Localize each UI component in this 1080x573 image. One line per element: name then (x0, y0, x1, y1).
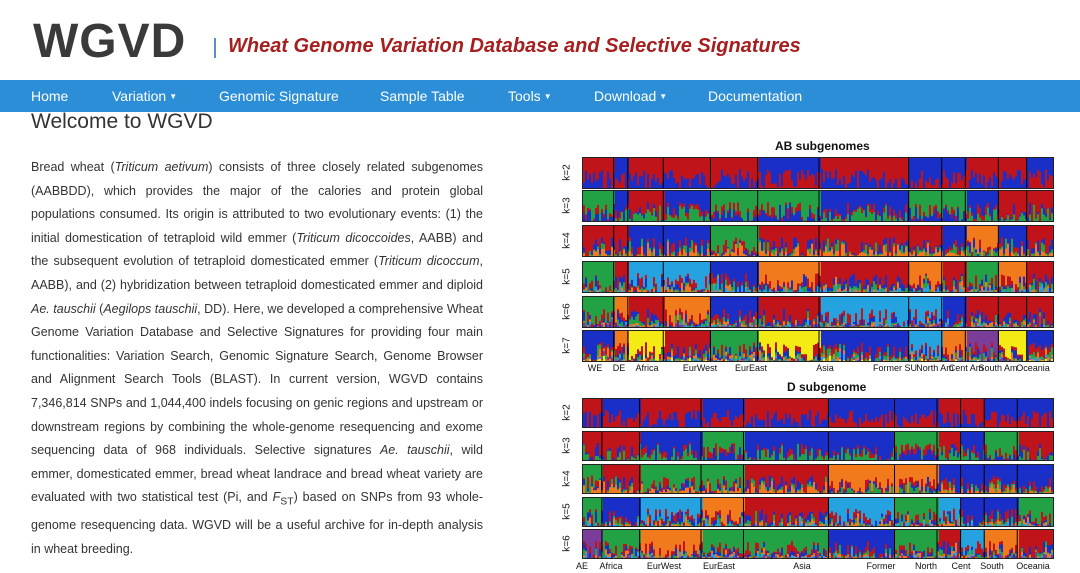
intro-term-fst-sub: ST (280, 496, 294, 508)
site-logo[interactable]: WGVD (33, 15, 187, 68)
nav-sample-table-label: Sample Table (380, 88, 465, 104)
intro-term-dicoccoides: Triticum dicoccoides (296, 230, 411, 245)
intro-term-aegilops-tauschii: Aegilops tauschii (103, 301, 198, 316)
d-region-label: North (914, 561, 937, 571)
ab-panel-k4 (582, 225, 1054, 257)
ab-panel-k7-label: k=7 (561, 337, 573, 354)
d-region-label: South (980, 561, 1004, 571)
ab-region-label: EurEast (734, 363, 767, 373)
caret-down-icon: ▼ (169, 92, 178, 101)
intro-text-1: Bread wheat ( (31, 160, 115, 174)
site-subtitle: Wheat Genome Variation Database and Sele… (228, 35, 801, 57)
d-panel-k3 (582, 431, 1054, 461)
d-panel-k6 (582, 529, 1054, 559)
caret-down-icon: ▼ (543, 92, 552, 101)
d-region-label: Cent (951, 561, 971, 571)
ab-region-label: EurWest (682, 363, 718, 373)
d-panel-k2-label: k=2 (561, 404, 573, 421)
ab-region-label: Asia (816, 363, 834, 373)
nav-variation[interactable]: Variation ▼ (112, 80, 177, 112)
intro-term-dicoccum: Triticum dicoccum (378, 254, 480, 269)
intro-text-2: ) consists of three closely related subg… (31, 160, 483, 245)
intro-term-ae-tauschii-2: Ae. tauschii (379, 443, 450, 458)
caret-down-icon: ▼ (659, 92, 668, 101)
intro-text-5: ( (95, 301, 104, 316)
nav-sample-table[interactable]: Sample Table (380, 80, 465, 112)
logo-divider (214, 38, 216, 58)
intro-term-fst: F (272, 490, 281, 505)
ab-region-label: DE (612, 363, 626, 373)
d-region-label: Asia (793, 561, 811, 571)
intro-text-6: , DD). Here, we developed a comprehensiv… (31, 301, 483, 458)
d-region-label: Oceania (1016, 561, 1050, 571)
intro-term-ae-tauschii: Ae. tauschii (31, 301, 96, 316)
d-panel-k4-label: k=4 (561, 470, 573, 487)
d-region-label: EurWest (646, 561, 682, 571)
intro-paragraph: Bread wheat (Triticum aetivum) consists … (31, 156, 483, 562)
d-panel-k6-label: k=6 (561, 535, 573, 552)
ab-region-label: Africa (635, 363, 659, 373)
intro-text-8: ) based on SNPs from 93 whole-genome res… (31, 490, 483, 556)
nav-documentation-label: Documentation (708, 88, 803, 104)
d-panel-k5-label: k=5 (561, 503, 573, 520)
ab-panel-k7 (582, 330, 1054, 362)
site-header: WGVD Wheat Genome Variation Database and… (0, 0, 1080, 80)
ab-panel-k2 (582, 157, 1054, 189)
ab-panel-k5-label: k=5 (561, 268, 573, 285)
d-panel-k4 (582, 464, 1054, 494)
ab-region-label: Oceania (1016, 363, 1050, 373)
nav-download[interactable]: Download ▼ (594, 80, 667, 112)
ab-region-label: North Am (916, 363, 954, 373)
nav-tools[interactable]: Tools ▼ (508, 80, 552, 112)
nav-variation-label: Variation (112, 88, 167, 104)
nav-documentation[interactable]: Documentation (708, 80, 802, 112)
structure-figure: AB subgenomes D subgenome k=2 k=3 k=4 k=5 k=… (555, 132, 1080, 573)
ab-region-label: South Am (978, 363, 1018, 373)
d-region-label: AE (575, 561, 588, 571)
ab-panel-k3 (582, 190, 1054, 222)
nav-genomic-signature-label: Genomic Signature (219, 88, 339, 104)
nav-tools-label: Tools (508, 88, 541, 104)
d-panel-k3-label: k=3 (561, 437, 573, 454)
ab-region-label: WE (587, 363, 603, 373)
intro-text-4: , AABB), and (2) hybridization between t… (31, 254, 483, 292)
ab-panel-k5 (582, 261, 1054, 293)
ab-region-label: Cent Am (948, 363, 984, 373)
ab-panel-k6-label: k=6 (561, 303, 573, 320)
nav-genomic-signature[interactable]: Genomic Signature (219, 80, 339, 112)
intro-text-3: , AABB) and the subsequent evolution of … (31, 230, 483, 269)
nav-download-label: Download (594, 88, 657, 104)
d-region-label: Africa (599, 561, 623, 571)
d-region-label: EurEast (702, 561, 735, 571)
nav-home[interactable]: Home (31, 80, 68, 112)
ab-region-label: Former SU (873, 363, 918, 373)
ab-panel-k4-label: k=4 (561, 232, 573, 249)
ab-panel-k6 (582, 296, 1054, 328)
ab-subgenomes-title: AB subgenomes (775, 139, 870, 153)
intro-term-triticum-aestivum: Triticum aetivum (114, 160, 209, 174)
d-panel-k5 (582, 497, 1054, 527)
d-panel-k2 (582, 398, 1054, 428)
ab-panel-k3-label: k=3 (561, 197, 573, 214)
d-subgenome-title: D subgenome (787, 380, 867, 394)
main-navbar: Home Variation ▼ Genomic Signature Sample… (0, 80, 1080, 112)
intro-text-7: , wild emmer, domesticated emmer, bread … (31, 443, 484, 505)
nav-home-label: Home (31, 88, 69, 104)
page-title: Welcome to WGVD (31, 110, 213, 133)
ab-panel-k2-label: k=2 (561, 164, 573, 181)
d-region-label: Former (866, 561, 896, 571)
